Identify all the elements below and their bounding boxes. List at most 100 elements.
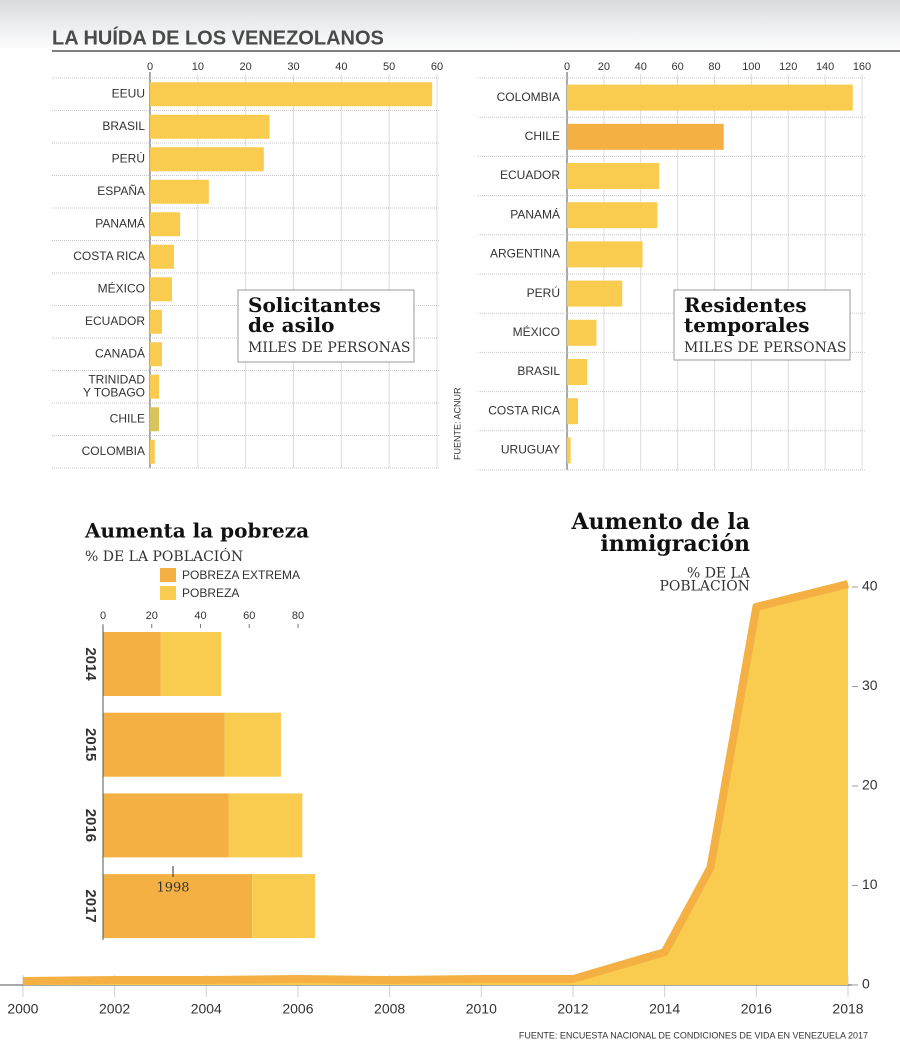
x-tick-label: 20 xyxy=(240,61,252,73)
x-tick-label: 100 xyxy=(742,61,760,73)
bar xyxy=(567,84,853,111)
y-tick-label: 20 xyxy=(862,777,878,793)
y-tick-label: 40 xyxy=(862,578,878,594)
bar xyxy=(150,407,160,432)
bar xyxy=(150,309,162,334)
x-tick-label: 40 xyxy=(335,61,347,73)
bar xyxy=(567,319,597,346)
x-tick-label: 20 xyxy=(598,61,610,73)
bar xyxy=(150,147,264,172)
y-tick-label: ESPAÑA xyxy=(97,184,145,198)
y-tick-label: 2015 xyxy=(82,728,99,761)
bar-segment xyxy=(160,632,221,696)
legend-label: POBREZA xyxy=(182,586,239,600)
bar xyxy=(150,82,433,107)
bar xyxy=(150,179,209,204)
x-tick-label: 20 xyxy=(146,610,158,622)
x-tick-label: 40 xyxy=(635,61,647,73)
title-box xyxy=(673,289,851,361)
y-tick-label: COLOMBIA xyxy=(497,90,560,104)
y-tick-label: BRASIL xyxy=(517,364,560,378)
bar xyxy=(150,374,160,399)
bar-segment xyxy=(224,712,281,777)
y-tick-label: CHILE xyxy=(525,129,560,143)
bar-segment xyxy=(103,632,161,696)
bar xyxy=(567,202,658,229)
bar xyxy=(567,123,724,150)
x-tick-label: 2016 xyxy=(741,1001,772,1017)
y-tick-label: MÉXICO xyxy=(513,324,560,339)
source: FUENTE: ENCUESTA NACIONAL DE CONDICIONES… xyxy=(519,1030,868,1040)
y-tick-label: PERÚ xyxy=(112,150,145,165)
bar-segment xyxy=(228,793,303,858)
y-tick-label: 2014 xyxy=(82,647,99,681)
x-tick-label: 160 xyxy=(853,61,871,73)
chart-title: Solicitantes de asilo xyxy=(248,293,381,337)
x-tick-label: 2004 xyxy=(191,1001,222,1017)
x-tick-label: 60 xyxy=(431,61,443,73)
source: FUENTE: ACNUR xyxy=(452,387,462,460)
x-tick-label: 40 xyxy=(194,610,206,622)
x-tick-label: 2002 xyxy=(99,1001,130,1017)
legend-label: POBREZA EXTREMA xyxy=(182,568,300,582)
y-tick-label: BRASIL xyxy=(102,119,145,133)
y-tick-label: 2017 xyxy=(82,889,99,922)
bar-segment xyxy=(252,874,316,939)
bar-segment xyxy=(103,712,225,777)
legend-swatch xyxy=(160,586,176,600)
x-tick-label: 30 xyxy=(287,61,299,73)
bar xyxy=(150,277,173,302)
y-tick-label: PANAMÁ xyxy=(95,215,145,230)
y-tick-label: MÉXICO xyxy=(98,280,145,295)
chart-subtitle: MILES DE PERSONAS xyxy=(248,340,411,356)
y-tick-label: CANADÁ xyxy=(95,345,145,360)
chart-title: Aumenta la pobreza xyxy=(84,519,309,543)
x-tick-label: 2006 xyxy=(282,1001,313,1017)
chart-title: Aumento de la inmigración xyxy=(571,509,750,557)
y-tick-label: 10 xyxy=(862,876,878,892)
x-tick-label: 2000 xyxy=(7,1001,38,1017)
line xyxy=(22,580,849,986)
y-tick-label: TRINIDAD Y TOBAGO xyxy=(83,372,145,399)
x-tick-label: 2012 xyxy=(557,1001,588,1017)
x-tick-label: 2008 xyxy=(374,1001,405,1017)
annotation: 1998 xyxy=(156,881,189,896)
bar xyxy=(567,163,660,189)
x-tick-label: 140 xyxy=(816,61,834,73)
bar xyxy=(567,398,579,425)
bar xyxy=(150,244,174,269)
y-tick-label: 0 xyxy=(862,976,870,992)
page-title: LA HUÍDA DE LOS VENEZOLANOS xyxy=(52,26,384,49)
bar xyxy=(150,439,155,464)
x-tick-label: 10 xyxy=(192,61,204,73)
bar xyxy=(567,437,571,464)
y-tick-label: ECUADOR xyxy=(500,168,560,182)
x-tick-label: 60 xyxy=(243,610,255,622)
x-tick-label: 0 xyxy=(564,61,570,73)
chart-subtitle: MILES DE PERSONAS xyxy=(684,340,847,356)
y-tick-label: PANAMÁ xyxy=(510,206,560,221)
y-tick-label: ECUADOR xyxy=(85,314,145,328)
y-tick-label: PERÚ xyxy=(527,285,560,300)
y-tick-label: 2016 xyxy=(82,809,99,842)
title-box xyxy=(237,289,415,363)
bar-segment xyxy=(103,874,253,939)
legend-swatch xyxy=(160,568,176,582)
y-tick-label: COLOMBIA xyxy=(82,444,145,458)
chart-subtitle: % DE LA POBLACIÓN xyxy=(85,547,243,565)
bar xyxy=(567,241,643,268)
x-tick-label: 80 xyxy=(292,610,304,622)
x-tick-label: 60 xyxy=(672,61,684,73)
bar-segment xyxy=(103,793,229,858)
bar xyxy=(150,342,162,367)
y-tick-label: CHILE xyxy=(110,411,145,425)
y-tick-label: COSTA RICA xyxy=(73,249,145,263)
y-tick-label: URUGUAY xyxy=(501,443,560,457)
y-tick-label: 30 xyxy=(862,677,878,693)
x-tick-label: 120 xyxy=(779,61,797,73)
bar xyxy=(150,114,270,139)
header-band xyxy=(0,0,900,52)
bar xyxy=(567,280,623,307)
bar xyxy=(150,212,181,237)
